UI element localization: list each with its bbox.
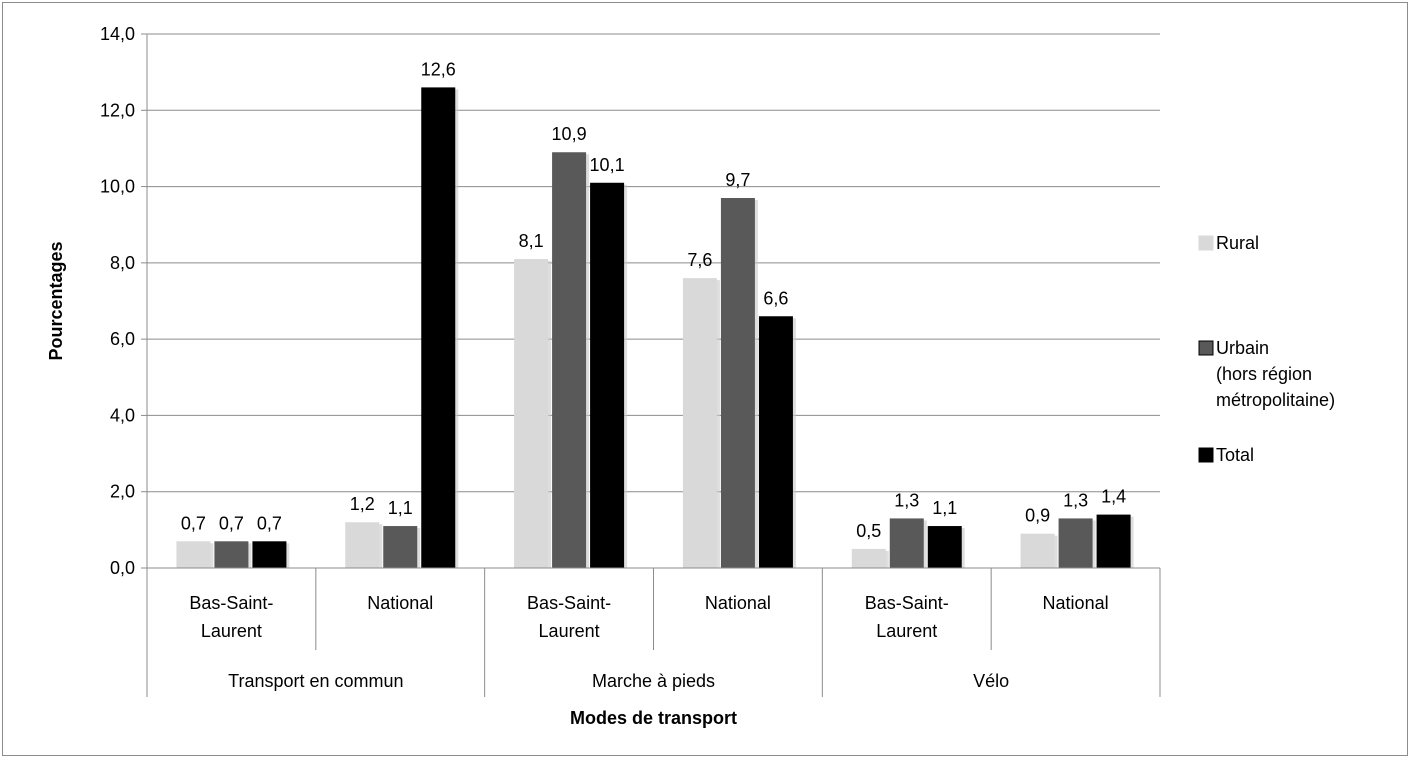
legend-swatch	[1198, 235, 1214, 251]
legend-label: métropolitaine)	[1216, 390, 1335, 410]
y-tick-label: 14,0	[100, 24, 135, 44]
y-tick-label: 2,0	[110, 482, 135, 502]
bar	[345, 522, 380, 568]
bars	[176, 87, 1134, 569]
category-label: National	[1043, 593, 1109, 613]
bar	[421, 87, 456, 569]
bar	[590, 182, 625, 568]
category-label: Bas-Saint-	[189, 593, 273, 613]
x-axis-title: Modes de transport	[570, 708, 737, 728]
data-label: 0,5	[856, 521, 881, 541]
bar	[889, 518, 924, 568]
bar	[252, 541, 287, 568]
bar	[1058, 518, 1093, 568]
bar	[176, 541, 211, 568]
legend-label: Total	[1216, 445, 1254, 465]
data-label: 1,3	[1063, 490, 1088, 510]
category-label: Laurent	[539, 621, 600, 641]
y-axis-title: Pourcentages	[46, 241, 66, 360]
data-label: 1,1	[388, 498, 413, 518]
category-label: National	[367, 593, 433, 613]
group-label: Transport en commun	[228, 671, 403, 691]
data-label: 0,7	[219, 513, 244, 533]
data-label: 1,4	[1101, 487, 1126, 507]
y-tick-label: 10,0	[100, 177, 135, 197]
category-label: Bas-Saint-	[865, 593, 949, 613]
data-label: 10,1	[590, 155, 625, 175]
data-label: 10,9	[552, 124, 587, 144]
bar	[927, 526, 962, 568]
legend-label: (hors région	[1216, 364, 1312, 384]
legend-label: Rural	[1216, 233, 1259, 253]
bar	[720, 198, 755, 568]
bar	[851, 548, 886, 568]
group-label: Vélo	[973, 671, 1009, 691]
data-label: 9,7	[725, 170, 750, 190]
y-tick-label: 4,0	[110, 405, 135, 425]
group-label: Marche à pieds	[592, 671, 715, 691]
data-label: 0,7	[257, 513, 282, 533]
category-label: Laurent	[876, 621, 937, 641]
category-label: National	[705, 593, 771, 613]
y-tick-label: 12,0	[100, 100, 135, 120]
bar	[514, 259, 549, 568]
data-label: 6,6	[763, 288, 788, 308]
data-label: 1,1	[932, 498, 957, 518]
legend-swatch	[1198, 447, 1214, 463]
bar	[1096, 514, 1131, 568]
legend-swatch	[1198, 340, 1214, 356]
gridlines	[147, 33, 1160, 493]
labels: 0,0 2,0 4,0 6,0 8,0 10,0 12,0 14,0 0,7 1,2 8,1 7,6 0…	[100, 24, 1126, 691]
legend-label: Urbain	[1216, 338, 1269, 358]
data-label: 0,9	[1025, 506, 1050, 526]
bar	[1020, 533, 1055, 568]
y-tick-label: 0,0	[110, 558, 135, 578]
category-label: Bas-Saint-	[527, 593, 611, 613]
data-label: 0,7	[181, 513, 206, 533]
data-label: 7,6	[687, 250, 712, 270]
category-label: Laurent	[201, 621, 262, 641]
axes	[141, 33, 1161, 697]
bar	[682, 278, 717, 568]
legend: Rural Urbain (hors région métropolitaine) To…	[1198, 233, 1335, 465]
y-tick-label: 6,0	[110, 329, 135, 349]
data-label: 1,2	[350, 494, 375, 514]
bar	[383, 526, 418, 568]
y-tick-label: 8,0	[110, 253, 135, 273]
data-label: 12,6	[421, 59, 456, 79]
data-label: 1,3	[894, 490, 919, 510]
bar	[758, 316, 793, 568]
bar	[552, 152, 587, 568]
bar	[214, 541, 249, 568]
data-label: 8,1	[519, 231, 544, 251]
